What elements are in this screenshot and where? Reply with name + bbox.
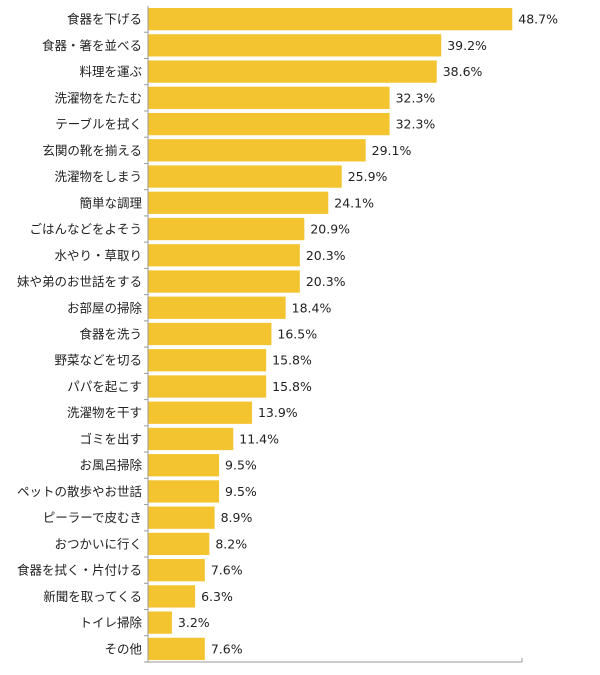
bar <box>148 60 437 83</box>
category-label: トイレ掃除 <box>79 615 142 630</box>
value-label: 20.3% <box>306 274 346 289</box>
bar <box>148 7 513 31</box>
bar <box>148 139 366 162</box>
bar <box>148 454 220 477</box>
category-label: 食器を洗う <box>79 327 142 342</box>
value-label: 9.5% <box>225 484 257 499</box>
category-label: 食器を下げる <box>67 12 142 27</box>
value-label: 32.3% <box>396 117 436 132</box>
category-label: その他 <box>104 641 142 656</box>
category-label: ペットの散歩やお世話 <box>17 484 142 499</box>
category-label: 料理を運ぶ <box>79 64 142 79</box>
value-label: 15.8% <box>272 379 312 394</box>
category-label: ピーラーで皮むき <box>43 510 142 525</box>
category-label: 洗濯物をしまう <box>54 169 142 184</box>
category-label: お部屋の掃除 <box>67 300 143 315</box>
category-label: 洗濯物をたたむ <box>54 90 142 105</box>
value-label: 7.6% <box>211 641 243 656</box>
value-label: 11.4% <box>239 431 279 446</box>
category-label: 簡単な調理 <box>79 195 142 210</box>
bar <box>148 559 205 582</box>
bar <box>148 191 329 214</box>
bar <box>148 86 390 109</box>
value-label: 7.6% <box>211 563 243 578</box>
bar <box>148 427 234 451</box>
value-label: 29.1% <box>372 143 412 158</box>
bar <box>148 112 390 136</box>
bar <box>148 244 300 267</box>
category-label: テーブルを拭く <box>55 117 142 132</box>
bar <box>148 401 252 424</box>
value-label: 24.1% <box>334 195 374 210</box>
value-label: 8.9% <box>221 510 253 525</box>
category-label: 玄関の靴を揃える <box>42 143 142 158</box>
category-label: 妹や弟のお世話をする <box>17 274 142 289</box>
value-label: 20.9% <box>310 222 350 237</box>
value-label: 9.5% <box>225 458 257 473</box>
category-label: 水やり・草取り <box>54 248 142 263</box>
category-label: 食器を拭く・片付ける <box>17 563 142 578</box>
value-label: 20.3% <box>306 248 346 263</box>
bar <box>148 585 196 608</box>
bar <box>148 322 272 346</box>
value-label: 25.9% <box>348 169 388 184</box>
value-label: 18.4% <box>292 300 332 315</box>
bar <box>148 165 342 188</box>
category-label: 食器・箸を並べる <box>42 38 142 53</box>
bar <box>148 349 267 372</box>
value-label: 15.8% <box>272 353 312 368</box>
bar <box>148 506 215 529</box>
bar <box>148 34 442 57</box>
value-label: 3.2% <box>178 615 210 630</box>
category-label: 洗濯物を干す <box>67 405 142 420</box>
category-label: お風呂掃除 <box>79 458 142 473</box>
category-label: ゴミを出す <box>79 431 142 446</box>
category-label: ごはんなどをよそう <box>29 222 142 237</box>
bar <box>148 611 172 634</box>
bar <box>148 375 267 398</box>
category-labels-group: 食器を下げる食器・箸を並べる料理を運ぶ洗濯物をたたむテーブルを拭く玄関の靴を揃え… <box>17 12 143 657</box>
category-label: パパを起こす <box>67 379 142 394</box>
bar <box>148 296 286 319</box>
value-label: 16.5% <box>277 327 317 342</box>
category-label: おつかいに行く <box>54 536 142 551</box>
category-label: 新聞を取ってくる <box>43 589 142 604</box>
value-label: 13.9% <box>258 405 298 420</box>
value-label: 32.3% <box>396 90 436 105</box>
bar <box>148 270 300 293</box>
category-label: 野菜などを切る <box>54 353 142 368</box>
axes-group <box>144 6 523 663</box>
value-label: 8.2% <box>215 536 247 551</box>
value-labels-group: 48.7% 39.2% 38.6% 32.3% 32.3% 29.1% 25.9% 24.1%… <box>178 12 558 657</box>
bar <box>148 637 205 661</box>
bar <box>148 217 305 241</box>
value-label: 39.2% <box>447 38 487 53</box>
bars-group <box>148 7 513 661</box>
bar <box>148 532 210 556</box>
value-label: 6.3% <box>201 589 233 604</box>
value-label: 38.6% <box>443 64 483 79</box>
bar <box>148 480 220 503</box>
value-label: 48.7% <box>518 12 558 27</box>
